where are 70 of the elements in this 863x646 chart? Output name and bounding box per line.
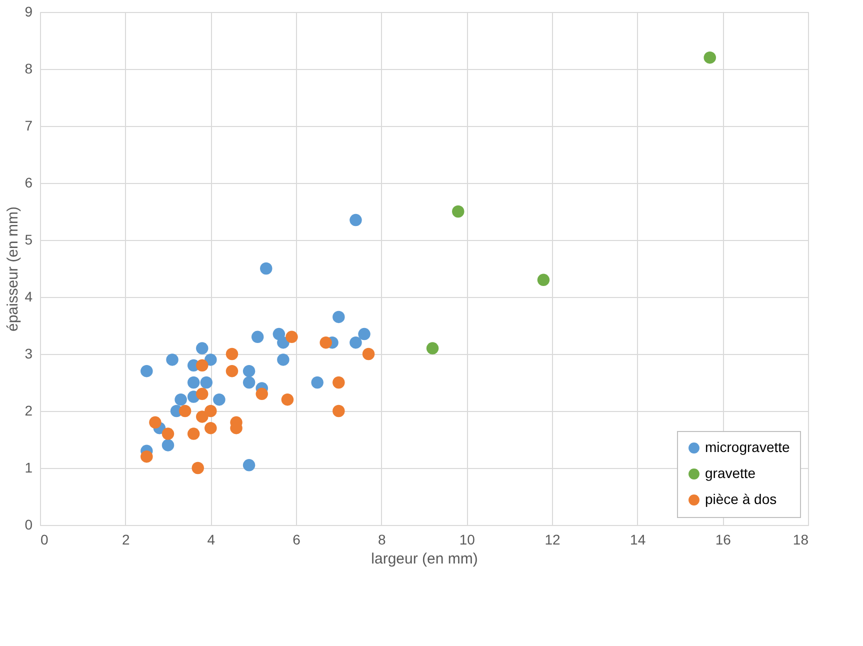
legend-label: gravette [705,465,756,481]
x-axis-title: largeur (en mm) [371,550,478,568]
y-tick-label: 1 [24,460,33,476]
point [242,376,256,389]
point [281,393,294,406]
point [187,376,200,389]
point [286,330,298,344]
point [226,348,238,360]
x-tick-label: 8 [378,532,386,548]
legend-label: microgravette [705,439,790,455]
point [350,214,362,226]
legend-label: pièce à dos [705,491,777,507]
x-tick-label: 12 [544,532,560,548]
point [200,376,213,389]
x-tick-label: 4 [207,532,216,548]
point [350,336,362,349]
y-tick-label: 5 [24,232,33,248]
y-tick-label: 7 [24,118,33,134]
point [196,410,208,423]
y-tick-label: 4 [24,288,33,304]
point [452,205,464,218]
point [358,328,370,340]
y-axis-title: épaisseur (en mm) [4,206,22,332]
point [537,274,550,286]
point [140,364,153,378]
point [242,459,256,472]
y-tick-label: 9 [24,4,33,20]
point [277,336,290,349]
point [149,416,162,429]
y-tick-label: 3 [24,346,33,362]
x-tick-label: 18 [792,532,809,548]
point [332,404,345,418]
point [332,310,345,324]
point [277,354,290,366]
point [196,359,208,372]
point [213,393,226,406]
point [242,364,256,378]
point [192,462,204,474]
y-tick-label: 2 [24,402,33,418]
point [426,342,439,354]
y-tick-label: 6 [24,174,33,190]
point [362,348,375,360]
point [204,404,217,418]
point [196,342,208,354]
x-tick-label: 0 [40,532,48,548]
point [320,336,332,349]
point [204,354,217,366]
y-tick-label: 0 [24,516,33,532]
point [332,376,345,389]
point [196,388,208,400]
x-tick-label: 6 [292,532,301,548]
point [256,388,268,400]
x-tick-label: 10 [459,532,476,548]
y-tick-label: 8 [24,60,33,76]
point [251,330,264,344]
x-tick-label: 2 [122,532,130,548]
point [140,450,153,463]
point [187,428,200,440]
point [178,404,192,418]
point [311,376,324,389]
point [704,51,716,64]
point [174,393,187,406]
point [260,262,272,275]
point [226,364,238,378]
point [162,439,174,452]
x-tick-label: 16 [715,532,732,548]
point [166,354,178,366]
x-tick-label: 14 [630,532,646,548]
point [204,422,217,434]
point [162,428,174,440]
